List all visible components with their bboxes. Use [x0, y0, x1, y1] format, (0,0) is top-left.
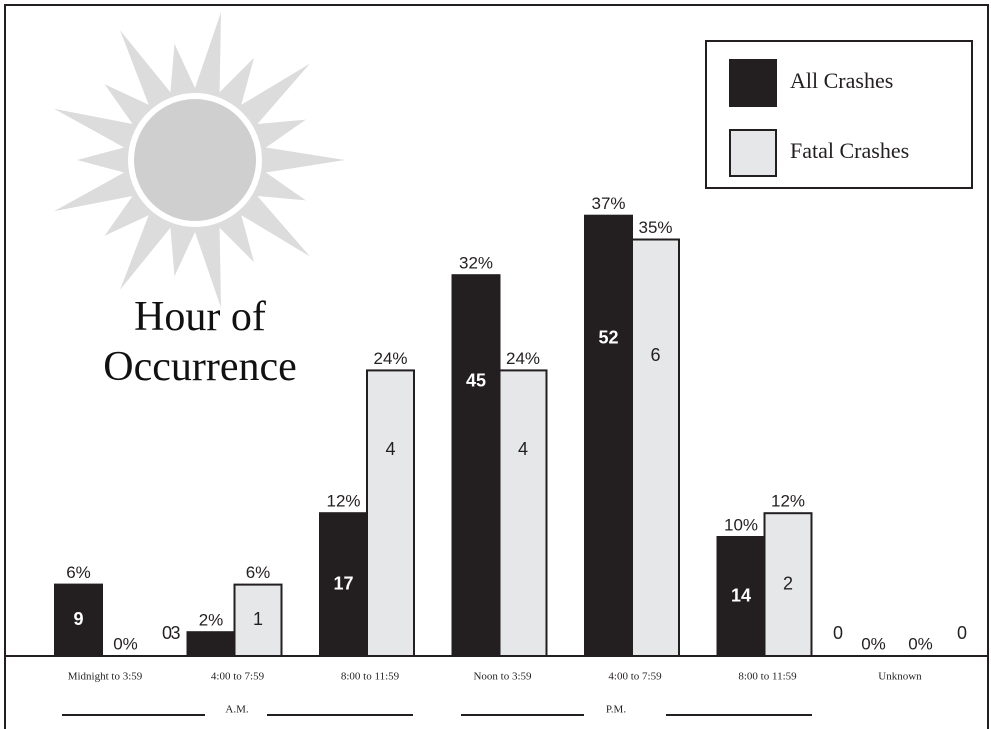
value-label: 24% — [506, 349, 540, 368]
bar — [716, 536, 766, 657]
count-label: 0 — [162, 623, 172, 643]
bar — [186, 631, 236, 658]
count-label: 14 — [731, 585, 751, 605]
value-label: 12% — [326, 492, 360, 511]
frame — [4, 4, 989, 729]
count-label: 2 — [783, 573, 793, 593]
bar — [631, 238, 680, 657]
x-tick-label: 8:00 to 11:59 — [341, 671, 400, 683]
sun-icon — [54, 12, 345, 308]
legend-label: Fatal Crashes — [790, 138, 909, 163]
x-tick-label: 4:00 to 7:59 — [608, 671, 662, 683]
count-label: 4 — [385, 439, 395, 459]
bar — [451, 274, 501, 657]
count-label: 6 — [650, 345, 660, 365]
value-label: 32% — [459, 254, 493, 273]
x-tick-label: 8:00 to 11:59 — [738, 671, 797, 683]
group-label: P.M. — [606, 704, 626, 716]
value-label: 37% — [591, 194, 625, 213]
count-label: 52 — [598, 328, 618, 348]
count-label: 1 — [253, 609, 263, 629]
count-label: 0 — [833, 623, 843, 643]
count-label: 45 — [466, 371, 486, 391]
value-label: 2% — [199, 611, 224, 630]
count-label: 17 — [333, 573, 353, 593]
value-label: 6% — [246, 563, 271, 582]
legend-swatch — [729, 129, 777, 177]
value-label: 12% — [771, 492, 805, 511]
value-label: 10% — [724, 515, 758, 534]
bar — [763, 512, 813, 658]
count-label: 0 — [957, 623, 967, 643]
count-label: 3 — [170, 623, 180, 643]
count-label: 9 — [73, 609, 83, 629]
value-label: 6% — [66, 563, 91, 582]
legend-label: All Crashes — [790, 68, 893, 93]
x-tick-label: Noon to 3:59 — [473, 671, 532, 683]
sun-disc — [128, 93, 262, 227]
bar — [498, 369, 548, 657]
bar — [366, 369, 415, 657]
value-label: 0% — [861, 634, 886, 653]
value-label: 0% — [908, 634, 933, 653]
count-label: 4 — [518, 439, 528, 459]
bar — [233, 583, 283, 657]
value-label: 0% — [113, 634, 138, 653]
bar — [584, 214, 633, 657]
chart-title: Hour of Occurrence — [103, 294, 297, 390]
value-label: 35% — [638, 218, 672, 237]
x-tick-label: 4:00 to 7:59 — [211, 671, 265, 683]
group-label: A.M. — [225, 704, 248, 716]
x-tick-label: Midnight to 3:59 — [68, 671, 143, 683]
value-label: 24% — [373, 349, 407, 368]
x-tick-label: Unknown — [878, 671, 922, 683]
bar — [54, 583, 103, 657]
legend-swatch — [729, 59, 777, 107]
